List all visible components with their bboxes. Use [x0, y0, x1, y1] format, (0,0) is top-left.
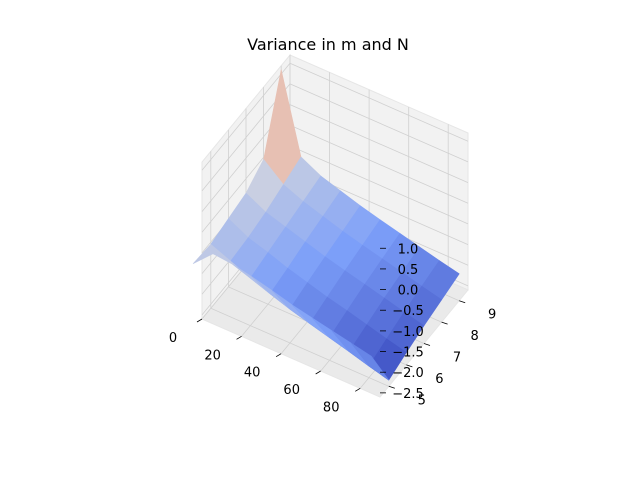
z-tick-label: −0.5	[392, 304, 424, 319]
y-tick-label: 6	[435, 372, 443, 387]
x-tick	[237, 336, 242, 339]
z-tick-label: −2.0	[392, 366, 424, 381]
x-tick	[355, 388, 360, 391]
y-tick-label: 9	[488, 308, 496, 323]
x-tick-label: 80	[323, 400, 340, 415]
x-tick	[197, 319, 202, 322]
z-tick-label: −2.5	[392, 387, 424, 402]
x-tick-label: 20	[204, 348, 221, 363]
x-tick	[316, 371, 321, 374]
x-tick-label: 40	[244, 366, 261, 381]
x-tick-label: 0	[169, 331, 177, 346]
z-tick-label: 0.0	[398, 284, 419, 299]
y-tick-label: 8	[470, 329, 478, 344]
y-tick	[442, 322, 448, 324]
z-tick-label: −1.0	[392, 325, 424, 340]
y-tick	[459, 301, 465, 303]
z-tick-label: 0.5	[398, 263, 419, 278]
y-tick-label: 7	[453, 351, 461, 366]
x-tick-label: 60	[283, 383, 300, 398]
z-tick-label: −1.5	[392, 346, 424, 361]
y-tick	[424, 344, 430, 346]
x-tick	[276, 354, 281, 357]
chart-title: Variance in m and N	[247, 35, 409, 54]
z-tick-label: 1.0	[398, 242, 419, 257]
